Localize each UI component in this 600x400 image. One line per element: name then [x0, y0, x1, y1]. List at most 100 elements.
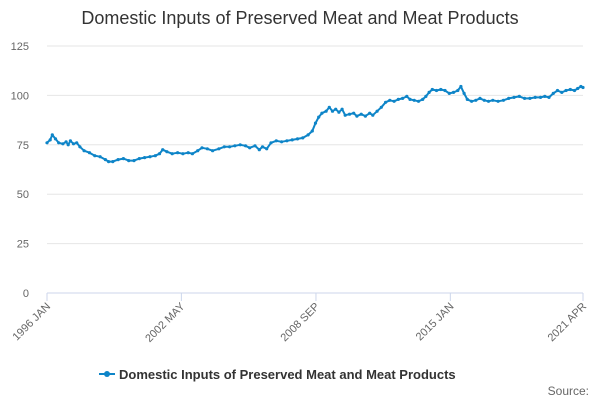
data-point [61, 142, 65, 146]
y-tick-label: 125 [11, 41, 29, 53]
data-point [412, 98, 416, 102]
data-point [459, 84, 463, 89]
data-point [265, 147, 269, 151]
data-point [71, 142, 76, 146]
data-point [317, 115, 321, 119]
data-point [176, 151, 180, 155]
data-point [538, 95, 543, 99]
data-point [50, 133, 54, 137]
gridlines [47, 45, 583, 294]
x-tick-label: 2008 SEP [279, 301, 323, 345]
y-tick-label: 50 [17, 189, 29, 201]
data-point [401, 96, 405, 100]
data-point [443, 88, 447, 93]
data-point [170, 152, 174, 156]
data-point [396, 97, 400, 101]
data-point [78, 145, 82, 149]
data-point [153, 154, 157, 158]
data-point [116, 158, 120, 162]
data-point [543, 94, 547, 98]
data-point [478, 96, 482, 100]
data-point [320, 111, 324, 115]
data-point [343, 113, 347, 117]
data-point [359, 112, 363, 116]
data-point [375, 109, 379, 113]
y-tick-label: 100 [11, 90, 29, 102]
data-point [98, 155, 102, 159]
data-point [392, 99, 396, 103]
data-point [68, 139, 72, 143]
data-point [137, 157, 141, 161]
data-point [313, 121, 318, 125]
data-point [107, 160, 111, 164]
data-point [368, 111, 372, 115]
data-point [547, 95, 551, 99]
data-point [132, 159, 136, 163]
data-point [416, 99, 421, 103]
data-point [451, 90, 456, 94]
data-point [501, 98, 505, 102]
data-point [148, 155, 152, 159]
data-point [280, 140, 284, 144]
data-point [330, 109, 335, 113]
data-point [157, 152, 162, 156]
data-point [434, 88, 439, 93]
data-point [75, 141, 79, 145]
legend[interactable]: Domestic Inputs of Preserved Meat and Me… [99, 367, 456, 382]
data-point [447, 91, 451, 95]
data-point [337, 110, 341, 114]
data-point [269, 141, 273, 145]
data-point [371, 113, 375, 117]
data-point [165, 150, 169, 154]
data-point [340, 107, 344, 111]
data-point [238, 143, 242, 147]
data-point [301, 136, 305, 140]
data-point [327, 105, 331, 109]
series-group [45, 84, 585, 164]
data-point [93, 154, 97, 158]
data-point [512, 95, 516, 99]
data-point [161, 148, 165, 152]
data-point [334, 107, 338, 111]
data-point [482, 98, 486, 102]
x-tick-label: 2002 MAY [143, 300, 188, 345]
data-point [507, 96, 511, 100]
data-point [290, 138, 294, 142]
data-point [560, 90, 564, 94]
data-point [572, 88, 577, 93]
data-point [295, 137, 300, 141]
x-tick-label: 2015 JAN [414, 301, 457, 344]
data-point [186, 151, 190, 155]
data-point [127, 159, 131, 163]
data-point [462, 91, 466, 95]
y-tick-label: 75 [17, 140, 29, 152]
data-point [57, 141, 61, 145]
x-axis: 1996 JAN 2002 MAY 2008 SEP 2015 JAN 2021 APR [10, 293, 589, 345]
chart-title: Domestic Inputs of Preserved Meat and Me… [81, 8, 518, 28]
data-point [486, 99, 491, 103]
data-point [363, 114, 367, 118]
data-point [581, 85, 585, 90]
data-point [66, 143, 70, 147]
data-point [45, 141, 49, 145]
data-point [111, 160, 115, 164]
data-point [253, 144, 257, 148]
data-point [439, 87, 443, 92]
legend-label: Domestic Inputs of Preserved Meat and Me… [119, 367, 456, 382]
data-point [470, 99, 474, 103]
y-tick-label: 0 [23, 288, 29, 300]
data-point [384, 100, 388, 104]
data-point [181, 152, 185, 156]
data-point [576, 86, 580, 91]
data-point [424, 94, 428, 98]
data-point [243, 144, 248, 148]
data-point [121, 157, 125, 161]
data-point [200, 146, 204, 150]
data-point [82, 149, 86, 153]
data-point [306, 133, 310, 137]
data-point [517, 94, 521, 98]
data-point [533, 95, 537, 99]
data-point [257, 148, 261, 152]
data-point [260, 145, 265, 149]
